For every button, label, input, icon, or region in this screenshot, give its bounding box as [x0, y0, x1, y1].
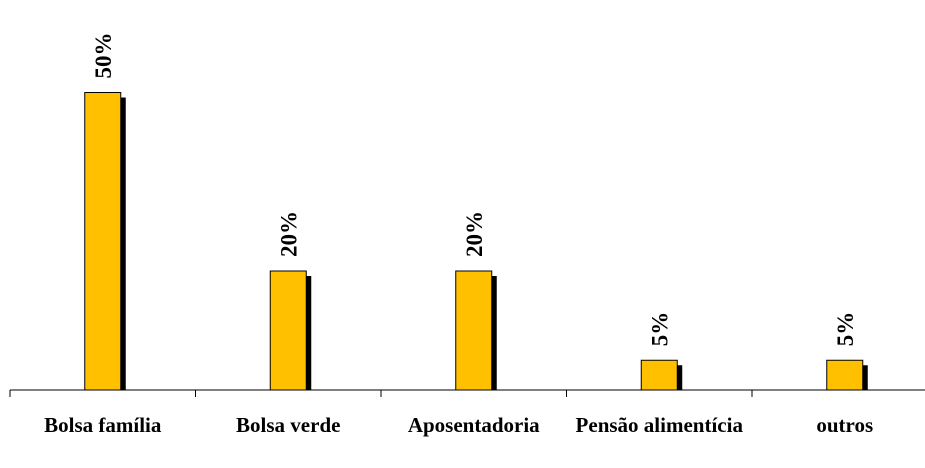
bar: [84, 92, 122, 391]
bar: [269, 270, 307, 391]
value-label: 20%: [462, 211, 487, 257]
value-label: 5%: [647, 312, 672, 347]
x-tick-label: Aposentadoria: [407, 413, 540, 437]
bar: [640, 359, 678, 391]
bar: [826, 359, 864, 391]
x-tick-label: outros: [816, 413, 874, 437]
x-tick-label: Bolsa família: [44, 413, 162, 437]
value-label: 20%: [276, 211, 301, 257]
x-tick-label: Pensão alimentícia: [575, 413, 743, 437]
bar: [455, 270, 493, 391]
value-label: 50%: [91, 33, 116, 79]
x-tick-label: Bolsa verde: [236, 413, 341, 437]
value-label: 5%: [833, 312, 858, 347]
